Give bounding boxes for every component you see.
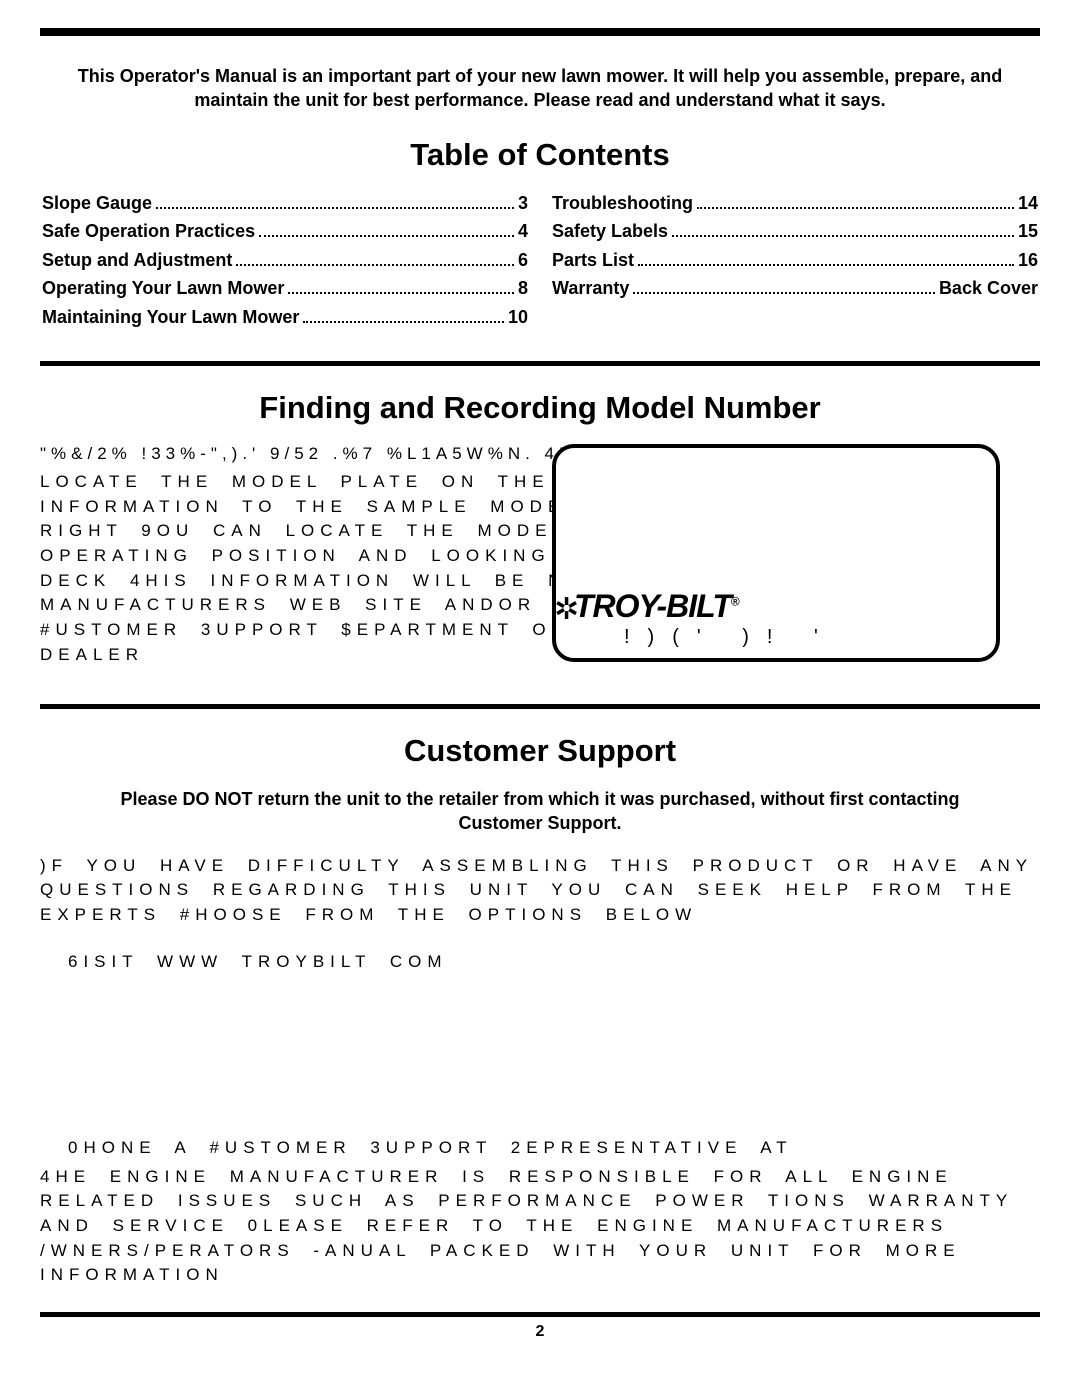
rule-after-toc	[40, 361, 1040, 366]
plate-marks: !)(' )! '	[624, 626, 836, 649]
intro-text: This Operator's Manual is an important p…	[50, 64, 1030, 113]
toc-label: Maintaining Your Lawn Mower	[42, 305, 299, 329]
toc-page: 3	[518, 191, 528, 215]
toc-column-right: Troubleshooting 14 Safety Labels 15 Parts Li…	[552, 191, 1038, 333]
rule-after-model	[40, 704, 1040, 709]
toc-row: Slope Gauge 3	[42, 191, 528, 215]
model-section: "%&/2% !33%-",).' 9/52 .%7 %L1A5W%N. 4MO…	[40, 444, 1040, 704]
toc-row: Warranty Back Cover	[552, 276, 1038, 300]
toc-row: Safety Labels 15	[552, 219, 1038, 243]
toc-leader-dots	[259, 219, 514, 237]
toc-page: 8	[518, 276, 528, 300]
toc-leader-dots	[303, 305, 504, 323]
toc-label: Operating Your Lawn Mower	[42, 276, 284, 300]
rule-bottom	[40, 1312, 1040, 1317]
toc-row: Parts List 16	[552, 248, 1038, 272]
toc-heading: Table of Contents	[40, 137, 1040, 173]
toc-row: Safe Operation Practices 4	[42, 219, 528, 243]
model-plate-box: ✲ TROY-BILT® !)(' )! '	[552, 444, 1000, 662]
support-body-1: )F YOU HAVE DIFFICULTY ASSEMBLING THIS P…	[40, 854, 1040, 928]
toc-page: 15	[1018, 219, 1038, 243]
toc-leader-dots	[638, 248, 1014, 266]
rule-top	[40, 28, 1040, 36]
support-phone-line: 0HONE A #USTOMER 3UPPORT 2EPRESENTATIVE …	[68, 1136, 1040, 1161]
support-note: Please DO NOT return the unit to the ret…	[80, 787, 1000, 836]
registered-mark: ®	[731, 594, 739, 608]
support-visit-line: 6ISIT WWW TROYBILT COM	[68, 950, 1040, 975]
toc-row: Setup and Adjustment 6	[42, 248, 528, 272]
spacer	[40, 996, 1040, 1136]
toc-label: Slope Gauge	[42, 191, 152, 215]
toc-label: Safety Labels	[552, 219, 668, 243]
toc-page: 14	[1018, 191, 1038, 215]
toc-leader-dots	[697, 191, 1014, 209]
toc-page: 6	[518, 248, 528, 272]
toc-page: Back Cover	[939, 276, 1038, 300]
toc-label: Warranty	[552, 276, 629, 300]
toc-label: Troubleshooting	[552, 191, 693, 215]
support-body-2: 4HE ENGINE MANUFACTURER IS RESPONSIBLE F…	[40, 1165, 1040, 1288]
toc-leader-dots	[633, 276, 935, 294]
toc-row: Operating Your Lawn Mower 8	[42, 276, 528, 300]
toc-leader-dots	[236, 248, 514, 266]
toc-page: 10	[508, 305, 528, 329]
model-heading: Finding and Recording Model Number	[40, 390, 1040, 426]
toc-leader-dots	[288, 276, 514, 294]
brand-text: TROY-BILT	[574, 588, 731, 624]
brand-logo: TROY-BILT®	[574, 588, 739, 625]
toc-row: Troubleshooting 14	[552, 191, 1038, 215]
toc-page: 16	[1018, 248, 1038, 272]
toc-page: 4	[518, 219, 528, 243]
toc-column-left: Slope Gauge 3 Safe Operation Practices 4 Set…	[42, 191, 528, 333]
support-heading: Customer Support	[40, 733, 1040, 769]
toc-leader-dots	[156, 191, 514, 209]
table-of-contents: Slope Gauge 3 Safe Operation Practices 4 Set…	[40, 191, 1040, 333]
page-number: 2	[40, 1323, 1040, 1341]
toc-label: Setup and Adjustment	[42, 248, 232, 272]
toc-label: Safe Operation Practices	[42, 219, 255, 243]
toc-leader-dots	[672, 219, 1014, 237]
toc-row: Maintaining Your Lawn Mower 10	[42, 305, 528, 329]
toc-label: Parts List	[552, 248, 634, 272]
